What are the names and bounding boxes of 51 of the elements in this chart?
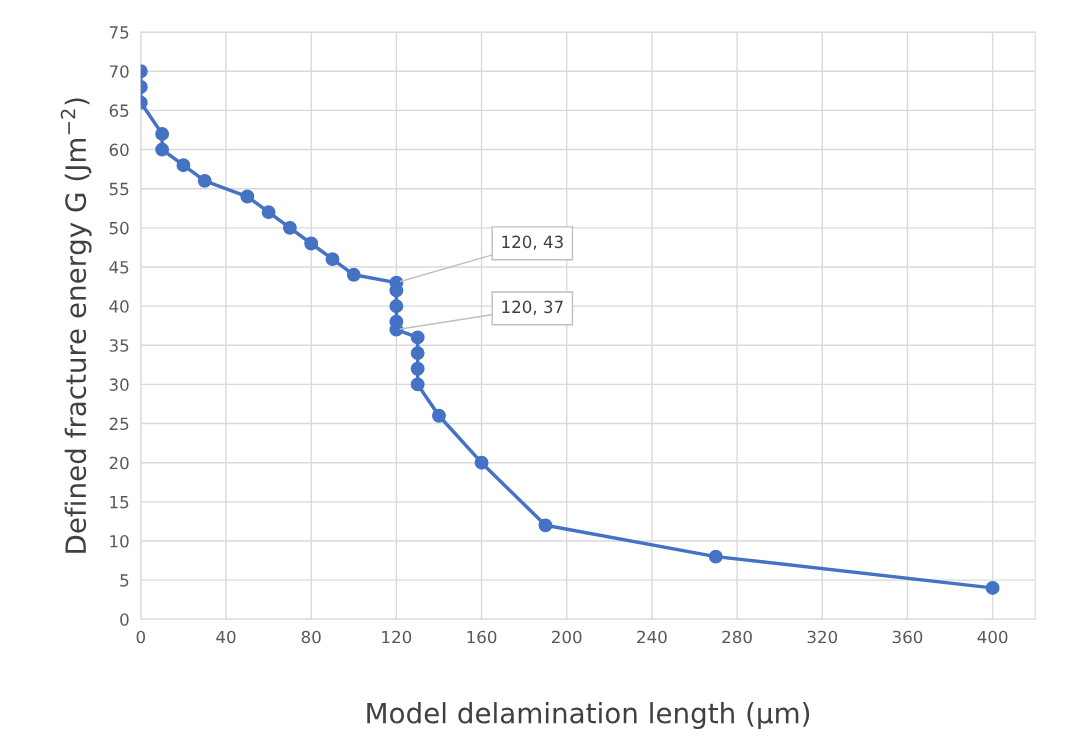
y-tick-label: 10 [110,534,129,548]
point [155,142,170,157]
point [197,173,212,188]
y-tick-label: 50 [109,221,129,235]
y-tick-label: 5 [120,574,129,587]
point [261,205,276,220]
y-tick-label: 70 [109,65,129,78]
x-tick-label: 280 [722,630,752,644]
point [985,581,1000,595]
x-tick-label: 40 [216,630,236,644]
point [538,518,553,533]
point [474,455,489,470]
y-tick-label: 25 [109,417,129,431]
x-tick-label: 120 [382,630,412,644]
x-tick-label: 240 [637,630,667,644]
y-tick-label: 15 [110,496,129,509]
y-tick-label: 60 [109,143,129,157]
y-tick-label: 35 [109,339,129,352]
y-tick-label: 20 [109,456,129,470]
point [282,220,297,235]
x-tick-label: 200 [552,630,582,644]
point [708,549,723,564]
point [176,158,191,173]
point [304,236,319,251]
point [410,330,425,345]
y-tick-label: 45 [109,261,129,274]
x-tick-label: 0 [136,630,146,644]
y-tick-label: 55 [109,182,129,196]
point [346,267,361,282]
point [389,299,404,314]
point [410,377,425,392]
y-tick-label: 30 [109,378,129,391]
y-tick-label: 75 [109,26,129,39]
y-axis-title: Defined fracture energy G (Jm$^{−2}$) [60,98,92,553]
point [410,346,425,361]
point [410,361,425,376]
point [325,252,340,267]
point [155,126,170,141]
x-tick-label: 360 [892,630,923,644]
x-tick-label: 400 [977,630,1008,644]
x-axis-title: Model delamination length (µm) [367,702,810,729]
annotation: 120, 37 [502,300,563,315]
y-tick-label: 40 [109,300,129,313]
annotation: 120, 43 [502,235,563,250]
y-tick-label: 65 [109,104,129,117]
x-tick-label: 320 [807,630,838,644]
point [432,408,446,423]
x-tick-label: 160 [467,630,497,644]
x-tick-label: 80 [301,630,321,644]
y-tick-label: 0 [120,613,129,626]
point [240,189,255,204]
